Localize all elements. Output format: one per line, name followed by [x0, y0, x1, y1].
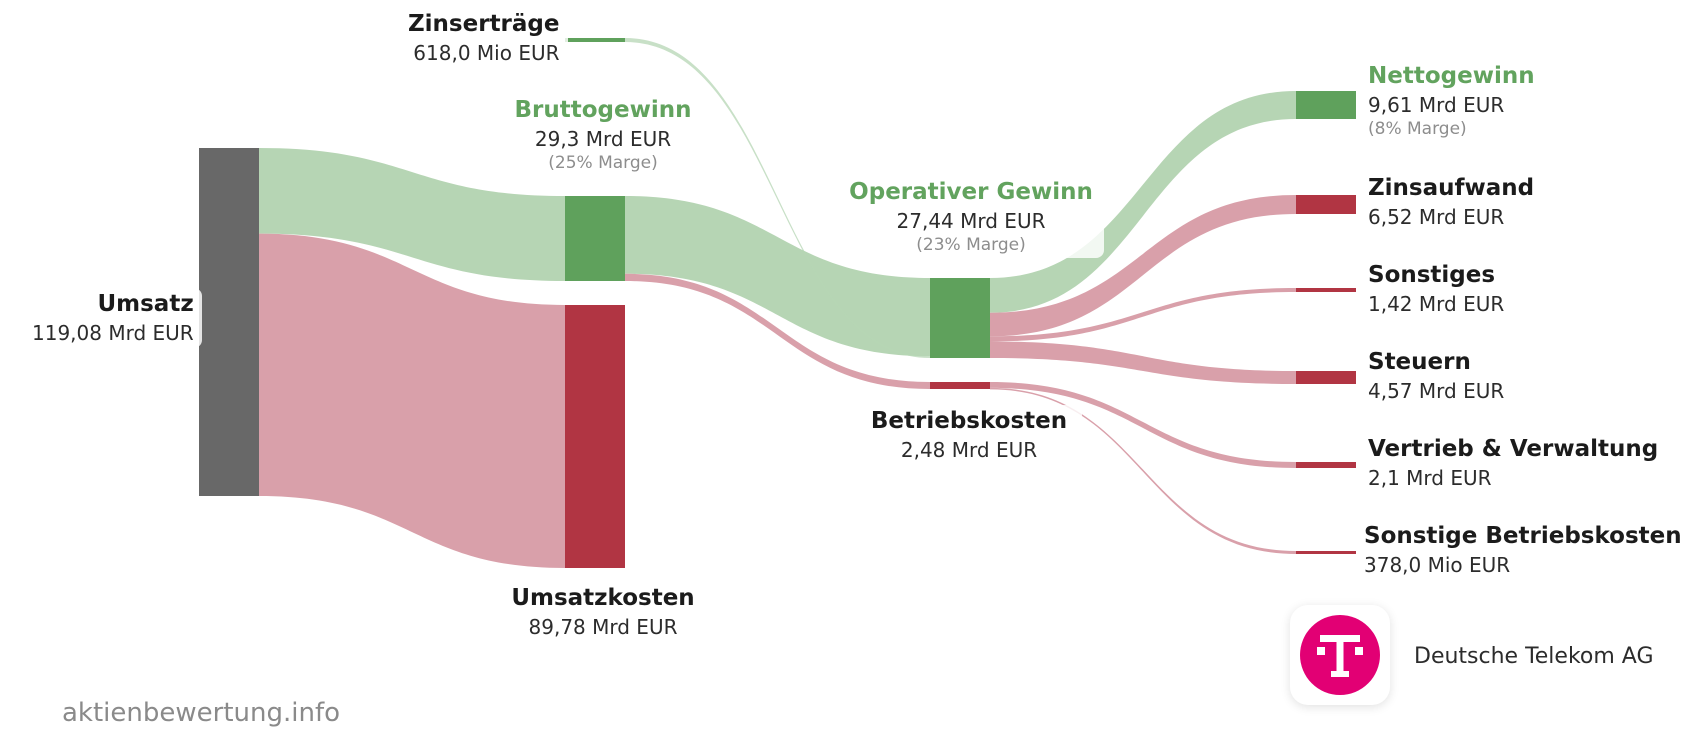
sankey-nodes — [199, 38, 1356, 568]
node-name-sonstiges: Sonstiges — [1368, 262, 1496, 288]
link-zinsertraege-operativer_gewinn — [625, 38, 930, 358]
label-sonstiges: Sonstiges 1,42 Mrd EUR — [1360, 259, 1513, 319]
link-umsatz-bruttogewinn — [259, 148, 565, 281]
company-name: Deutsche Telekom AG — [1414, 644, 1654, 669]
node-value-umsatz: 119,08 Mrd EUR — [32, 320, 194, 345]
label-steuern: Steuern 4,57 Mrd EUR — [1360, 346, 1513, 406]
node-name-vertrieb-verwaltung: Vertrieb & Verwaltung — [1368, 436, 1659, 462]
label-vertrieb-verwaltung: Vertrieb & Verwaltung 2,1 Mrd EUR — [1360, 433, 1667, 493]
node-value-sonstige-betriebskosten: 378,0 Mio EUR — [1364, 552, 1511, 577]
node-betriebskosten — [930, 382, 990, 389]
label-betriebskosten: Betriebskosten 2,48 Mrd EUR — [856, 405, 1082, 465]
link-operativer_gewinn-zinsaufwand — [990, 195, 1296, 337]
node-nettogewinn — [1296, 91, 1356, 119]
node-name-steuern: Steuern — [1368, 349, 1471, 375]
node-operativer_gewinn — [930, 278, 990, 358]
label-zinsertraege: Zinserträge 618,0 Mio EUR — [400, 8, 568, 68]
telekom-t-logo-icon — [1300, 615, 1380, 695]
node-margin-bruttogewinn: (25% Marge) — [548, 152, 658, 173]
sankey-links — [259, 38, 1296, 568]
node-name-operativer-gewinn: Operativer Gewinn — [849, 179, 1093, 205]
node-value-bruttogewinn: 29,3 Mrd EUR — [534, 126, 672, 151]
node-margin-operativer-gewinn: (23% Marge) — [916, 234, 1026, 255]
watermark: aktienbewertung.info — [62, 698, 341, 728]
link-bruttogewinn-betriebskosten — [625, 273, 930, 389]
node-value-sonstiges: 1,42 Mrd EUR — [1368, 291, 1505, 316]
node-value-vertrieb-verwaltung: 2,1 Mrd EUR — [1368, 465, 1492, 490]
node-name-bruttogewinn: Bruttogewinn — [514, 97, 692, 123]
node-value-nettogewinn: 9,61 Mrd EUR — [1368, 92, 1505, 117]
node-umsatzkosten — [565, 305, 625, 568]
node-value-zinsaufwand: 6,52 Mrd EUR — [1368, 204, 1505, 229]
label-nettogewinn: Nettogewinn 9,61 Mrd EUR (8% Marge) — [1360, 60, 1543, 142]
node-zinsaufwand — [1296, 195, 1356, 214]
node-sonstige_bk — [1296, 551, 1356, 554]
link-operativer_gewinn-nettogewinn — [990, 91, 1296, 313]
node-value-steuern: 4,57 Mrd EUR — [1368, 378, 1505, 403]
node-value-operativer-gewinn: 27,44 Mrd EUR — [896, 208, 1046, 233]
link-betriebskosten-vertrieb — [990, 382, 1296, 468]
node-name-zinsertraege: Zinserträge — [408, 11, 560, 37]
label-umsatzkosten: Umsatzkosten 89,78 Mrd EUR — [490, 582, 716, 642]
node-umsatz — [199, 148, 259, 496]
node-name-nettogewinn: Nettogewinn — [1368, 63, 1535, 89]
node-vertrieb — [1296, 462, 1356, 468]
node-value-zinsertraege: 618,0 Mio EUR — [413, 40, 560, 65]
node-steuern — [1296, 371, 1356, 384]
node-name-sonstige-betriebskosten: Sonstige Betriebskosten — [1364, 523, 1682, 549]
node-name-zinsaufwand: Zinsaufwand — [1368, 175, 1535, 201]
company-logo — [1290, 605, 1390, 705]
node-bruttogewinn — [565, 196, 625, 281]
node-sonstiges — [1296, 288, 1356, 292]
link-operativer_gewinn-steuern — [990, 341, 1296, 384]
node-name-betriebskosten: Betriebskosten — [870, 408, 1068, 434]
node-zinsertraege — [565, 38, 625, 42]
label-bruttogewinn: Bruttogewinn 29,3 Mrd EUR (25% Marge) — [500, 94, 706, 176]
label-operativer-gewinn: Operativer Gewinn 27,44 Mrd EUR (23% Mar… — [838, 176, 1104, 258]
link-operativer_gewinn-sonstiges — [990, 288, 1296, 342]
label-umsatz: Umsatz 119,08 Mrd EUR — [24, 288, 202, 348]
node-margin-nettogewinn: (8% Marge) — [1368, 118, 1467, 139]
label-zinsaufwand: Zinsaufwand 6,52 Mrd EUR — [1360, 172, 1543, 232]
link-bruttogewinn-operativer_gewinn — [625, 196, 930, 357]
node-name-umsatzkosten: Umsatzkosten — [511, 585, 695, 611]
node-value-betriebskosten: 2,48 Mrd EUR — [900, 437, 1038, 462]
label-sonstige-betriebskosten: Sonstige Betriebskosten 378,0 Mio EUR — [1356, 520, 1689, 580]
link-betriebskosten-sonstige_bk — [990, 387, 1296, 554]
node-value-umsatzkosten: 89,78 Mrd EUR — [528, 614, 678, 639]
link-umsatz-umsatzkosten — [259, 233, 565, 568]
node-name-umsatz: Umsatz — [97, 291, 194, 317]
